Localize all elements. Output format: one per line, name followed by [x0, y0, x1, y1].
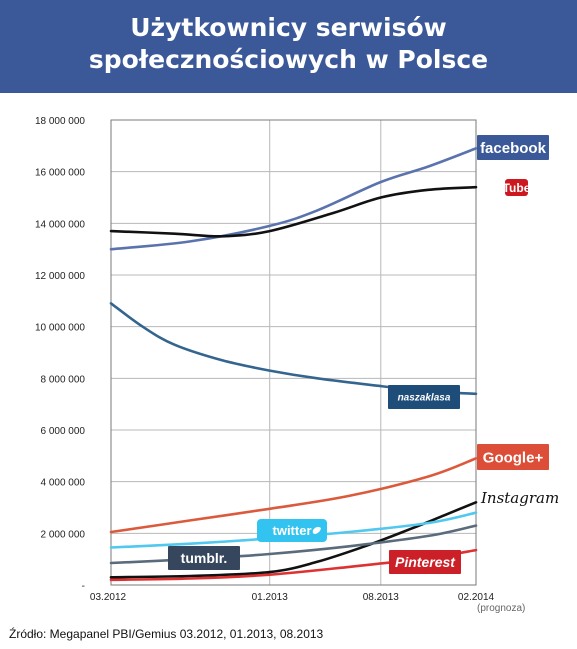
logo-naszaklasa-label: naszaklasa	[398, 393, 451, 404]
y-tick-label: 14 000 000	[35, 219, 85, 230]
logo-twitter-bg	[257, 519, 327, 542]
y-tick-label: 10 000 000	[35, 323, 85, 334]
x-tick-label: 08.2013	[363, 592, 400, 603]
x-tick-label: 03.2012	[90, 592, 127, 603]
series-line-google-	[109, 457, 478, 534]
logo-naszaklasa-bg	[388, 385, 460, 409]
logo-youtube-bg	[505, 179, 528, 196]
logo-googleplus: Google+	[477, 444, 549, 470]
logo-pinterest-bg	[389, 550, 461, 574]
series-line-youtube	[109, 185, 478, 238]
y-tick-label: 16 000 000	[35, 168, 85, 179]
logo-tumblr: tumblr.	[168, 546, 240, 570]
logo-tumblr-bg	[168, 546, 240, 570]
x-tick-label: 01.2013	[252, 592, 289, 603]
logo-pinterest: Pinterest	[389, 550, 461, 574]
line-chart: - 2 000 000 4 000 000 6 000 000 8 000 000 10 …	[35, 116, 559, 614]
x-tick-label: 02.2014	[458, 592, 495, 603]
logo-googleplus-bg	[477, 444, 549, 470]
chart-title-line1: Użytkownicy serwisów	[130, 13, 447, 42]
logo-facebook: facebook	[477, 135, 549, 160]
logo-pinterest-label: Pinterest	[395, 554, 456, 570]
y-tick-label: 2 000 000	[41, 529, 86, 540]
logo-googleplus-label: Google+	[483, 449, 544, 466]
logo-naszaklasa: naszaklasa	[388, 385, 460, 409]
y-tick-label: -	[82, 581, 85, 592]
series-line-facebook	[109, 147, 478, 251]
y-tick-label: 12 000 000	[35, 271, 85, 282]
chart-title-line2: społecznościowych w Polsce	[88, 45, 489, 74]
logo-youtube-label-1: You	[481, 180, 506, 196]
logo-instagram: Instagram	[480, 489, 559, 507]
logo-facebook-bg	[477, 135, 549, 160]
twitter-bird-icon	[312, 526, 321, 534]
logo-twitter-label: twitter	[273, 523, 312, 538]
y-tick-label: 8 000 000	[41, 374, 86, 385]
y-tick-label: 18 000 000	[35, 116, 85, 127]
logo-facebook-label: facebook	[480, 140, 547, 157]
logo-youtube-label-2: Tube	[503, 181, 531, 195]
y-tick-label: 4 000 000	[41, 478, 86, 489]
logo-tumblr-label: tumblr.	[181, 550, 228, 566]
plot-frame	[110, 119, 477, 586]
x-note-prognoza: (prognoza)	[477, 603, 525, 614]
series-line-naszaklasa	[109, 302, 478, 396]
y-tick-label: 6 000 000	[41, 426, 86, 437]
series-line-instagram	[109, 501, 478, 579]
chart-header: Użytkownicy serwisów społecznościowych w…	[0, 0, 577, 93]
source-note: Źródło: Megapanel PBI/Gemius 03.2012, 01…	[9, 627, 324, 641]
logo-twitter: twitter	[257, 519, 327, 542]
